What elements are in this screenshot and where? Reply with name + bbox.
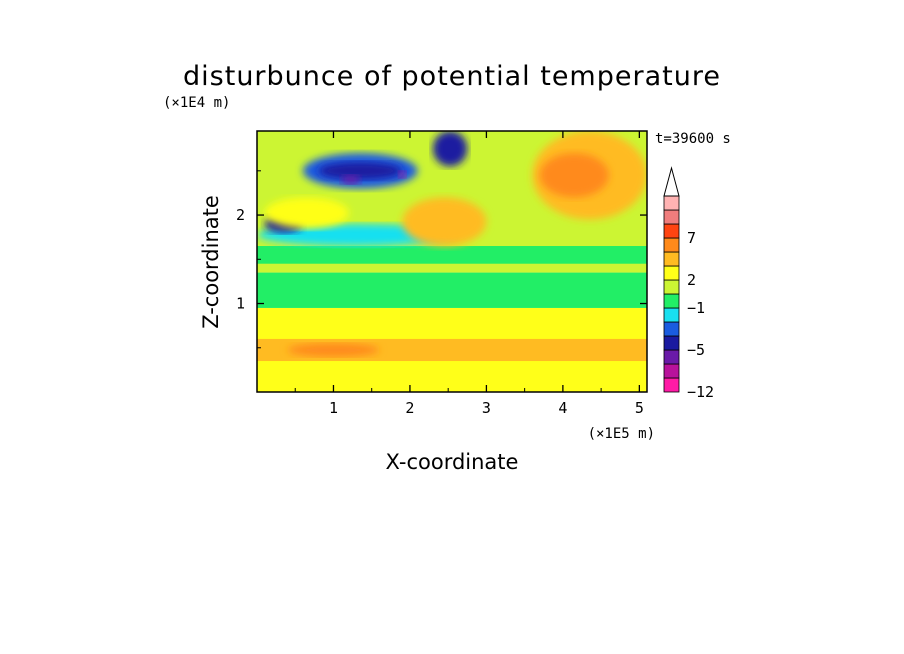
y-axis-title: Z-coordinate [199,195,223,329]
x-tick-label: 3 [482,399,491,417]
field-blob [287,343,380,357]
x-axis-title: X-coordinate [386,450,519,474]
field-blob [264,197,349,229]
field-blob [432,131,468,167]
field-blob [398,170,407,178]
colorbar-cell [663,363,680,379]
y-unit-label: (×1E4 m) [163,95,230,111]
x-tick-label: 1 [329,399,338,417]
x-tick-label: 5 [635,399,644,417]
colorbar-extend-arrow [663,166,680,197]
plot-area [256,130,648,393]
field-band [257,246,647,264]
field-blob [539,153,609,198]
time-label: t=39600 s [655,131,731,147]
y-tick-label: 1 [236,295,245,313]
colorbar-cell [663,209,680,225]
colorbar-cell [663,279,680,295]
colorbar-cell [663,335,680,351]
x-tick-label: 2 [405,399,414,417]
colorbar-cell [663,349,680,365]
y-tick-label: 2 [236,206,245,224]
colorbar-cell [663,237,680,253]
contour-field [257,131,647,392]
colorbar-cell [663,377,680,393]
colorbar-cell [663,265,680,281]
plot-frame [256,130,648,393]
colorbar-tick-label: −1 [687,299,705,317]
colorbar-cell [663,251,680,267]
field-blob [341,175,361,185]
field-blob [402,197,487,247]
y-axis: 12 [236,170,647,349]
colorbar-cell [663,223,680,239]
colorbar-tick-label: 2 [687,271,696,289]
x-unit-label: (×1E5 m) [588,426,655,442]
x-tick-label: 4 [558,399,567,417]
colorbar-cell [663,307,680,323]
colorbar-tick-label: −5 [687,341,705,359]
colorbar-cell [663,293,680,309]
colorbar-tick-label: 7 [687,229,696,247]
colorbar-cell [663,321,680,337]
chart-title: disturbunce of potential temperature [183,61,721,92]
x-axis: 1 2 3 4 5 [294,131,644,417]
colorbar: 7 2 −1 −5 −12 [663,166,714,401]
field-blob [318,161,403,180]
colorbar-cell [663,195,680,211]
colorbar-tick-label: −12 [687,383,714,401]
field-band [257,272,647,308]
